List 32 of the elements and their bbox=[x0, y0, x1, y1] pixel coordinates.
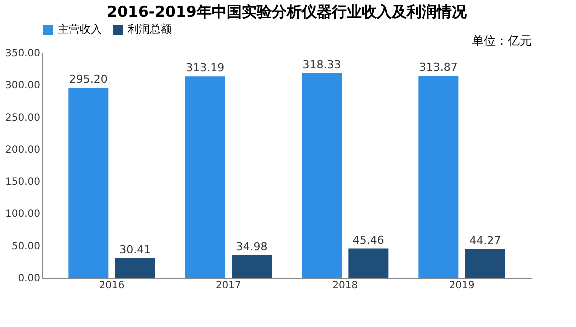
bar bbox=[302, 73, 342, 278]
data-label: 34.98 bbox=[236, 240, 268, 254]
legend-label: 利润总额 bbox=[128, 23, 172, 36]
bar bbox=[185, 76, 226, 278]
x-tick-label: 2019 bbox=[449, 280, 475, 292]
bar bbox=[418, 76, 459, 278]
legend-label: 主营收入 bbox=[58, 23, 102, 36]
data-label: 313.19 bbox=[186, 62, 225, 75]
data-label: 44.27 bbox=[470, 234, 502, 248]
bar bbox=[465, 250, 506, 278]
x-tick-label: 2018 bbox=[332, 280, 358, 292]
y-tick-label: 0.00 bbox=[18, 274, 40, 284]
bar bbox=[348, 248, 389, 278]
data-label: 318.33 bbox=[302, 58, 342, 72]
y-tick-label: 150.00 bbox=[6, 177, 40, 188]
chart-title: 2016-2019年中国实验分析仪器行业收入及利润情况 bbox=[107, 3, 468, 21]
bar bbox=[68, 88, 109, 278]
y-tick-label: 350.00 bbox=[6, 48, 40, 60]
y-tick-label: 50.00 bbox=[12, 241, 40, 252]
y-tick-label: 100.00 bbox=[6, 209, 40, 220]
bar bbox=[232, 256, 272, 278]
data-label: 313.87 bbox=[419, 61, 458, 74]
x-tick-label: 2017 bbox=[216, 280, 242, 292]
y-tick-label: 300.00 bbox=[6, 80, 40, 92]
bar bbox=[115, 258, 156, 278]
text: 单位：亿元 bbox=[472, 34, 532, 48]
y-tick-label: 200.00 bbox=[6, 144, 40, 156]
data-label: 295.20 bbox=[69, 73, 108, 86]
data-label: 30.41 bbox=[120, 243, 152, 256]
x-tick-label: 2016 bbox=[99, 280, 125, 292]
y-tick-label: 250.00 bbox=[6, 112, 40, 124]
data-label: 45.46 bbox=[352, 234, 384, 247]
